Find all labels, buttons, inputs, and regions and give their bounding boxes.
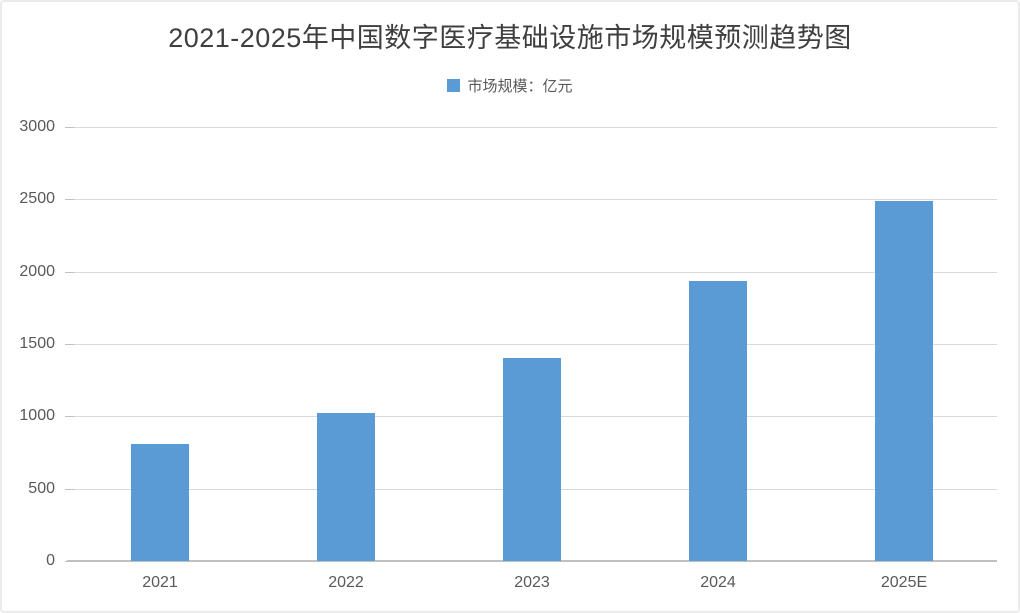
gridline <box>67 344 997 345</box>
bar-2021 <box>131 443 189 561</box>
gridline <box>67 199 997 201</box>
legend: 市场规模：亿元 <box>2 75 1018 96</box>
y-axis-tick-label: 2000 <box>19 262 55 280</box>
bar-2024 <box>689 281 747 561</box>
x-axis-line <box>67 560 997 562</box>
x-axis-tick-label: 2024 <box>700 574 736 591</box>
y-axis-tick-label: 500 <box>28 479 55 497</box>
x-axis-tick-label: 2023 <box>514 574 550 591</box>
legend-label: 市场规模：亿元 <box>467 78 573 95</box>
y-axis-tick-mark <box>65 561 74 562</box>
x-axis-tick-label: 2025E <box>880 574 928 591</box>
x-axis-tick-label: 2021 <box>142 574 178 591</box>
bar-2023 <box>503 358 561 561</box>
y-axis-tick-mark <box>65 127 74 128</box>
y-axis-tick-label: 1000 <box>19 407 55 425</box>
y-axis-tick-label: 3000 <box>19 118 55 135</box>
y-axis-tick-mark <box>65 199 74 201</box>
bar-2025E <box>875 200 933 561</box>
y-axis-tick-label: 1500 <box>19 335 55 352</box>
y-axis-tick-mark <box>65 271 74 273</box>
y-axis-tick-label: 0 <box>46 552 55 569</box>
legend-marker-icon <box>447 79 461 92</box>
y-axis-tick-mark <box>65 416 74 418</box>
bar-2022 <box>317 413 375 561</box>
y-axis-tick-mark <box>65 488 74 490</box>
chart-title: 2021-2025年中国数字医疗基础设施市场规模预测趋势图 <box>168 23 852 53</box>
gridline <box>67 271 997 273</box>
plot-area: 0 500 1000 1500 2000 2500 3000 2021 2022 2023 2024… <box>19 118 997 591</box>
x-axis-tick-label: 2022 <box>328 574 364 591</box>
y-axis-tick-mark <box>65 344 74 345</box>
y-axis-tick-label: 2500 <box>19 190 55 208</box>
gridline <box>67 127 997 128</box>
